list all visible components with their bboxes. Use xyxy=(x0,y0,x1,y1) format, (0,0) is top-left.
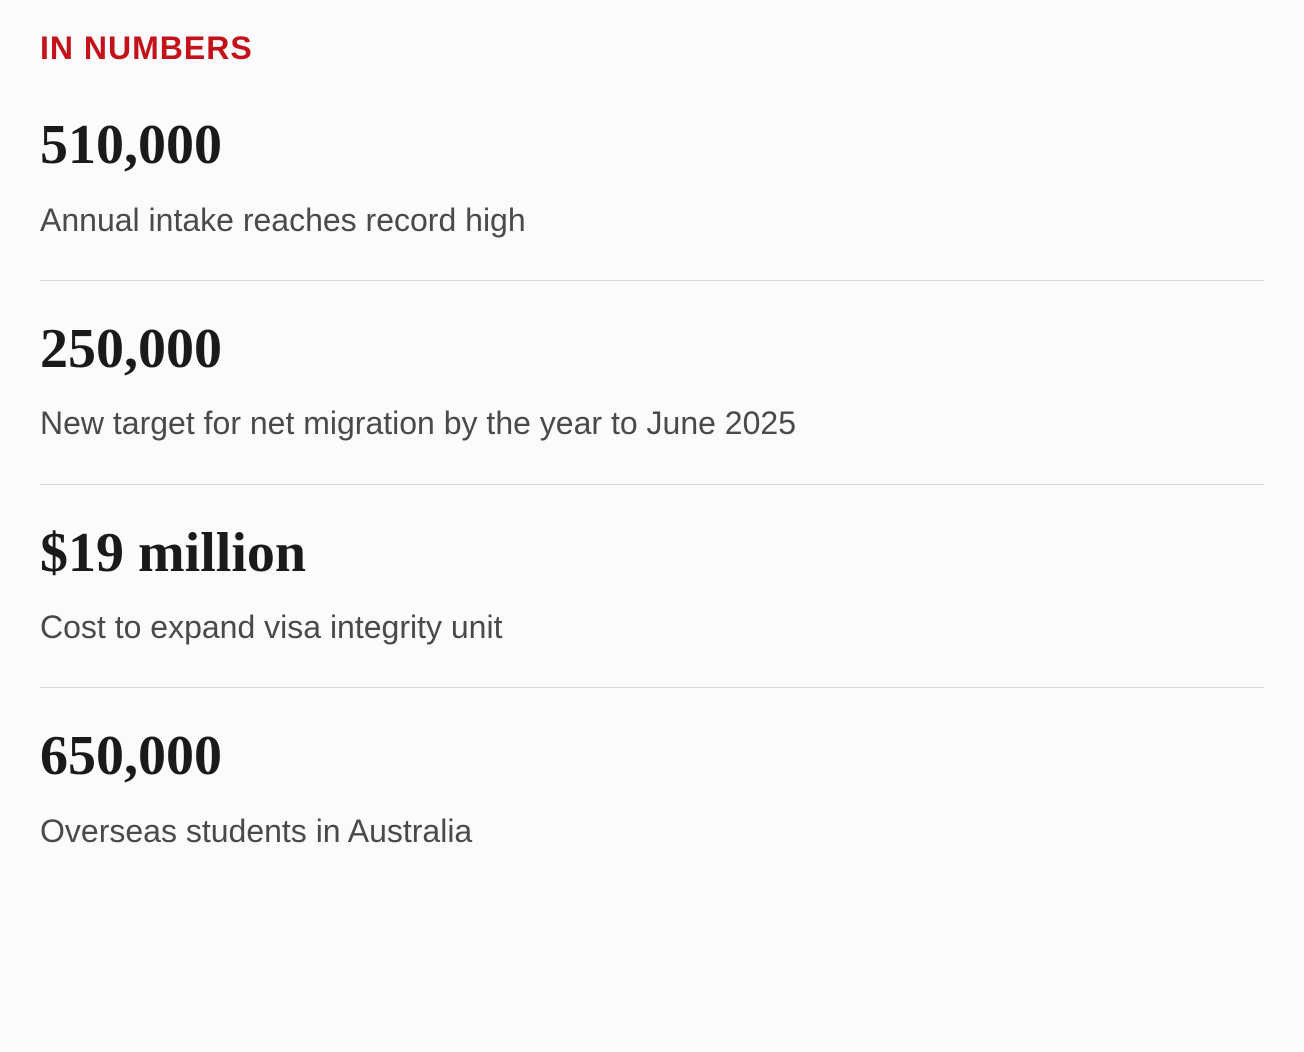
stat-item: 250,000 New target for net migration by … xyxy=(40,319,1264,485)
stat-value: 510,000 xyxy=(40,115,1264,177)
stat-value: 250,000 xyxy=(40,319,1264,381)
stats-list: 510,000 Annual intake reaches record hig… xyxy=(40,115,1264,853)
stat-value: 650,000 xyxy=(40,726,1264,788)
stat-description: Cost to expand visa integrity unit xyxy=(40,606,1264,649)
stat-value: $19 million xyxy=(40,523,1264,585)
stat-description: Overseas students in Australia xyxy=(40,810,1264,853)
section-heading: IN NUMBERS xyxy=(40,30,1264,67)
stat-description: New target for net migration by the year… xyxy=(40,402,1264,445)
stat-item: 510,000 Annual intake reaches record hig… xyxy=(40,115,1264,281)
stat-description: Annual intake reaches record high xyxy=(40,199,1264,242)
stat-item: 650,000 Overseas students in Australia xyxy=(40,726,1264,853)
stat-item: $19 million Cost to expand visa integrit… xyxy=(40,523,1264,689)
